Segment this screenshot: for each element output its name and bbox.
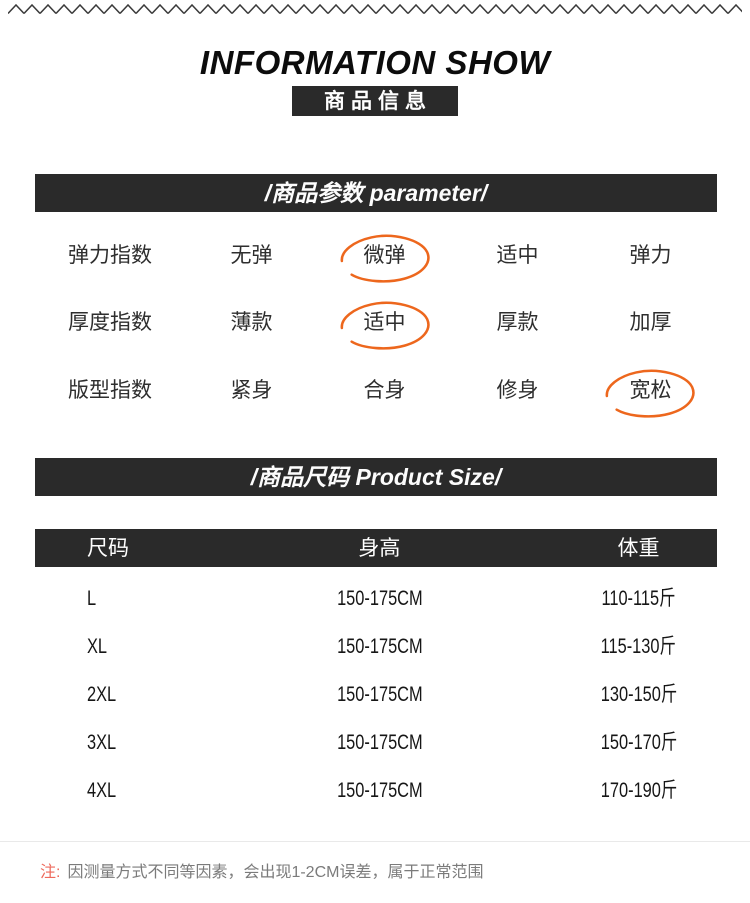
parameter-row-thickness: 厚度指数 薄款 适中 厚款 加厚 (35, 301, 717, 350)
weight-value: 170-190斤 (600, 779, 677, 802)
size-cell: L (35, 575, 199, 623)
parameter-label: 版型指数 (68, 379, 153, 402)
section-badge: 商品信息 (292, 86, 458, 116)
parameter-option-selected: 宽松 (584, 369, 717, 418)
height-value: 150-175CM (336, 587, 423, 610)
parameter-option-selected: 微弹 (318, 234, 451, 283)
parameter-option-selected: 适中 (318, 301, 451, 350)
size-value: 4XL (87, 779, 117, 802)
height-cell: 150-175CM (199, 623, 560, 671)
parameter-option: 加厚 (584, 301, 717, 345)
size-table-header: 尺码 身高 体重 (35, 529, 717, 567)
parameter-option: 修身 (451, 369, 584, 413)
parameter-label: 厚度指数 (68, 311, 153, 334)
height-value: 150-175CM (336, 683, 423, 706)
weight-value: 150-170斤 (600, 731, 677, 754)
parameter-option: 厚款 (451, 301, 584, 345)
option-text: 弹力 (629, 244, 672, 267)
option-text: 厚款 (496, 311, 539, 334)
height-cell: 150-175CM (199, 575, 560, 623)
parameter-option: 弹力 (584, 234, 717, 278)
size-cell: 2XL (35, 671, 199, 719)
height-value: 150-175CM (336, 635, 423, 658)
option-text: 合身 (363, 379, 406, 402)
parameters-banner: /商品参数 parameter/ (35, 174, 717, 212)
weight-cell: 130-150斤 (560, 671, 717, 719)
note-label: 注: (40, 864, 61, 881)
parameter-option: 适中 (451, 234, 584, 278)
parameter-option: 薄款 (185, 301, 318, 345)
size-table-row: L 150-175CM 110-115斤 (35, 575, 717, 623)
parameter-row-fit: 版型指数 紧身 合身 修身 宽松 (35, 369, 717, 418)
parameter-option: 无弹 (185, 234, 318, 278)
page-title: INFORMATION SHOW (199, 44, 551, 81)
size-cell: 4XL (35, 767, 199, 815)
size-table-row: 4XL 150-175CM 170-190斤 (35, 767, 717, 815)
weight-value: 130-150斤 (600, 683, 677, 706)
parameter-label: 弹力指数 (68, 244, 153, 267)
option-text: 薄款 (230, 311, 273, 334)
size-value: L (87, 587, 97, 610)
option-text: 微弹 (363, 244, 406, 267)
height-value: 150-175CM (336, 779, 423, 802)
size-table-row: 2XL 150-175CM 130-150斤 (35, 671, 717, 719)
column-header-weight: 体重 (617, 537, 660, 560)
option-text: 修身 (496, 379, 539, 402)
section-divider (0, 841, 750, 842)
option-text: 紧身 (230, 379, 273, 402)
size-banner: /商品尺码 Product Size/ (35, 458, 717, 496)
weight-value: 115-130斤 (600, 635, 677, 658)
size-value: 2XL (87, 683, 117, 706)
zigzag-border (8, 2, 742, 16)
weight-cell: 110-115斤 (560, 575, 717, 623)
option-text: 适中 (363, 311, 406, 334)
height-cell: 150-175CM (199, 767, 560, 815)
size-cell: XL (35, 623, 199, 671)
size-cell: 3XL (35, 719, 199, 767)
size-value: 3XL (87, 731, 117, 754)
height-cell: 150-175CM (199, 671, 560, 719)
weight-cell: 150-170斤 (560, 719, 717, 767)
size-value: XL (87, 635, 108, 658)
weight-value: 110-115斤 (601, 587, 676, 610)
parameter-row-elasticity: 弹力指数 无弹 微弹 适中 弹力 (35, 234, 717, 283)
weight-cell: 170-190斤 (560, 767, 717, 815)
height-value: 150-175CM (336, 731, 423, 754)
column-header-height: 身高 (358, 537, 401, 560)
size-table-row: XL 150-175CM 115-130斤 (35, 623, 717, 671)
option-text: 适中 (496, 244, 539, 267)
measurement-note: 注: 因测量方式不同等因素，会出现1-2CM误差，属于正常范围 (40, 858, 483, 882)
option-text: 无弹 (230, 244, 273, 267)
parameter-option: 合身 (318, 369, 451, 413)
height-cell: 150-175CM (199, 719, 560, 767)
weight-cell: 115-130斤 (560, 623, 717, 671)
note-text: 因测量方式不同等因素，会出现1-2CM误差，属于正常范围 (67, 864, 484, 881)
option-text: 宽松 (629, 379, 672, 402)
parameter-option: 紧身 (185, 369, 318, 413)
size-table-row: 3XL 150-175CM 150-170斤 (35, 719, 717, 767)
option-text: 加厚 (629, 311, 672, 334)
column-header-size: 尺码 (87, 537, 129, 560)
